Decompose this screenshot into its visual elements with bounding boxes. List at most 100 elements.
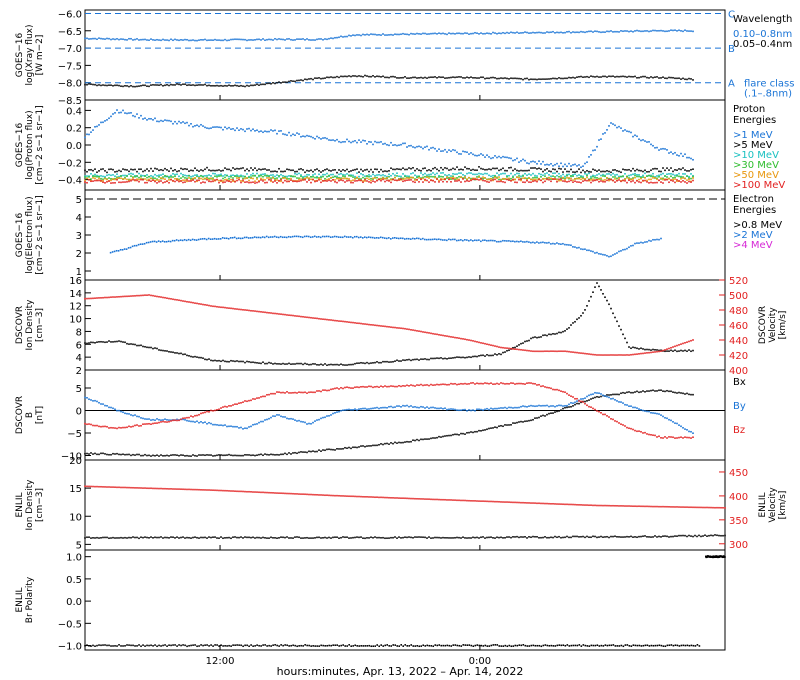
data-point <box>158 455 160 457</box>
data-point <box>250 399 252 402</box>
data-point <box>336 447 338 450</box>
data-point <box>406 33 408 36</box>
data-point <box>203 237 206 240</box>
data-point <box>258 397 260 399</box>
data-point <box>690 430 692 433</box>
data-point <box>562 390 564 393</box>
data-point <box>542 536 544 539</box>
data-point <box>290 177 292 180</box>
data-point <box>482 429 484 432</box>
data-point <box>482 342 484 345</box>
data-point <box>486 172 488 175</box>
data-point <box>638 76 640 79</box>
data-point <box>172 169 174 172</box>
data-point <box>290 175 292 177</box>
data-point <box>638 242 640 244</box>
data-point <box>552 77 554 80</box>
data-point <box>386 406 388 409</box>
data-point <box>506 407 508 410</box>
data-point <box>298 38 300 40</box>
data-point <box>136 344 138 347</box>
data-point <box>692 535 694 538</box>
data-point <box>432 406 434 409</box>
data-point <box>446 180 448 183</box>
data-point <box>534 176 536 179</box>
series-bz <box>84 382 694 439</box>
data-point <box>238 177 240 179</box>
data-point <box>342 447 344 450</box>
data-point <box>674 391 676 394</box>
data-point <box>110 177 112 180</box>
data-point <box>160 454 162 456</box>
data-point <box>288 168 290 171</box>
data-point <box>672 535 674 538</box>
data-point <box>140 487 142 489</box>
data-point <box>664 30 666 33</box>
data-point <box>122 109 124 112</box>
data-point <box>492 31 494 34</box>
data-point <box>140 168 142 171</box>
data-point <box>420 33 422 35</box>
data-point <box>234 490 236 492</box>
data-point <box>574 173 576 176</box>
data-point <box>630 131 632 134</box>
data-point <box>242 167 244 169</box>
data-point <box>480 536 482 539</box>
data-point <box>462 408 464 411</box>
data-point <box>250 309 252 312</box>
data-point <box>150 167 152 170</box>
data-point <box>362 181 364 184</box>
data-point <box>428 407 430 410</box>
data-point <box>688 178 690 181</box>
data-point <box>616 177 618 180</box>
data-point <box>194 302 196 304</box>
data-point <box>390 178 392 181</box>
data-point <box>680 343 682 345</box>
data-point <box>574 397 576 400</box>
data-point <box>462 173 464 176</box>
data-point <box>248 39 250 41</box>
data-point <box>278 537 280 539</box>
data-point <box>506 77 508 80</box>
data-point <box>144 178 146 180</box>
data-point <box>196 455 198 457</box>
data-point <box>154 117 156 120</box>
data-point <box>602 170 604 173</box>
data-point <box>624 337 626 340</box>
data-point <box>648 433 650 436</box>
data-point <box>440 172 442 174</box>
data-point <box>594 175 596 177</box>
data-point <box>702 535 704 537</box>
legend-title: Energies <box>733 205 776 216</box>
data-point <box>358 536 360 539</box>
data-point <box>452 499 454 501</box>
data-point <box>602 31 604 33</box>
data-point <box>504 239 506 242</box>
data-point <box>168 350 170 353</box>
data-point <box>636 407 638 409</box>
data-point <box>224 179 226 181</box>
data-point <box>96 341 98 343</box>
data-point <box>618 31 620 33</box>
data-point <box>634 181 636 184</box>
data-point <box>312 317 314 319</box>
data-point <box>206 166 208 169</box>
data-point <box>224 38 226 41</box>
data-point <box>160 421 162 423</box>
data-point <box>486 343 488 346</box>
data-point <box>408 385 410 387</box>
data-point <box>150 536 152 538</box>
data-point <box>208 304 210 307</box>
data-point <box>604 354 606 356</box>
data-point <box>542 414 544 417</box>
data-point <box>216 489 218 492</box>
data-point <box>86 37 88 40</box>
data-point <box>114 84 116 87</box>
data-point <box>574 403 576 406</box>
data-point <box>524 31 526 33</box>
data-point <box>340 536 342 539</box>
data-point <box>354 178 356 180</box>
data-point <box>370 75 372 78</box>
data-point <box>650 174 652 177</box>
data-point <box>390 326 392 328</box>
